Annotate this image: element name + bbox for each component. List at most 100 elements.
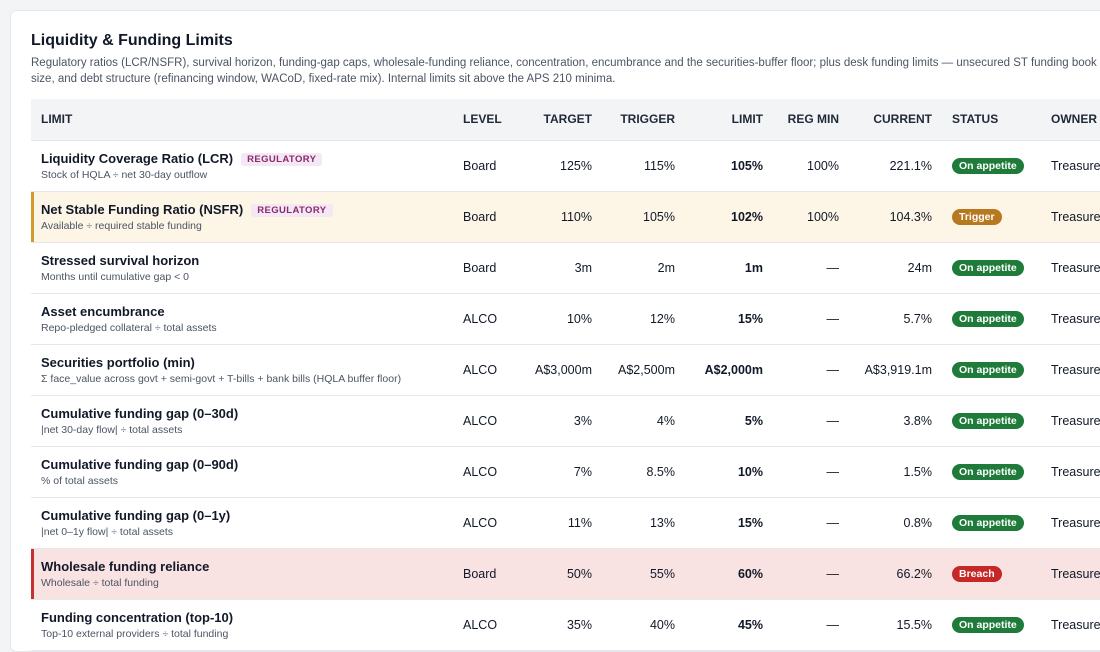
row-reg-min: — — [773, 242, 849, 294]
row-status-cell: Breach — [942, 548, 1041, 600]
row-limit-cell: Stressed survival horizon Months until cu… — [31, 242, 453, 294]
status-badge: On appetite — [952, 463, 1024, 480]
row-owner: Treasurer — [1041, 242, 1100, 294]
table-row[interactable]: Asset encumbrance Repo-pledged collateral… — [31, 293, 1100, 345]
row-target: 50% — [521, 548, 602, 600]
row-level: ALCO — [453, 599, 521, 651]
row-limit-name: Liquidity Coverage Ratio (LCR) — [41, 150, 234, 166]
row-trigger: A$2,500m — [602, 344, 685, 396]
row-trigger: 2m — [602, 242, 685, 294]
row-target: 35% — [521, 599, 602, 651]
row-limit-description: Wholesale ÷ total funding — [41, 576, 159, 589]
row-target: 110% — [521, 191, 602, 243]
row-current: 24m — [849, 242, 942, 294]
row-trigger: 12% — [602, 293, 685, 345]
page-title: Liquidity & Funding Limits — [31, 32, 233, 49]
row-target: 7% — [521, 446, 602, 498]
row-level: ALCO — [453, 497, 521, 549]
row-limit-cell: Securities portfolio (min) Σ face_value a… — [31, 344, 453, 396]
row-level: ALCO — [453, 395, 521, 447]
row-limit-cell: Funding concentration (top-10) Top-10 ext… — [31, 599, 453, 651]
row-current: 0.8% — [849, 497, 942, 549]
limits-card: Liquidity & Funding Limits Regulatory ra… — [10, 10, 1100, 652]
column-header-limit-value[interactable]: LIMIT — [685, 99, 773, 141]
status-badge: Breach — [952, 565, 1002, 582]
row-reg-min: — — [773, 599, 849, 651]
row-trigger: 55% — [602, 548, 685, 600]
regulatory-tag: REGULATORY — [241, 152, 323, 166]
row-status-cell: Trigger — [942, 191, 1041, 243]
status-badge: On appetite — [952, 514, 1024, 531]
status-badge: On appetite — [952, 412, 1024, 429]
table-row[interactable]: Funding concentration (top-10) Top-10 ext… — [31, 599, 1100, 651]
row-status-cell: On appetite — [942, 293, 1041, 345]
status-badge: On appetite — [952, 361, 1024, 378]
row-limit-description: Σ face_value across govt + semi-govt + T… — [41, 372, 402, 385]
table-row[interactable]: Cumulative funding gap (0–30d) |net 30-da… — [31, 395, 1100, 447]
status-badge: Trigger — [952, 208, 1002, 225]
row-limit-name: Net Stable Funding Ratio (NSFR) — [41, 201, 244, 217]
row-limit-description: Stock of HQLA ÷ net 30-day outflow — [41, 168, 208, 181]
table-header-row: LIMIT LEVEL TARGET TRIGGER LIMIT REG MIN… — [31, 99, 1100, 141]
table-row[interactable]: Cumulative funding gap (0–1y) |net 0–1y f… — [31, 497, 1100, 549]
column-header-level[interactable]: LEVEL — [453, 99, 521, 141]
table-row[interactable]: Net Stable Funding Ratio (NSFR) REGULATOR… — [31, 191, 1100, 243]
table-row[interactable]: Cumulative funding gap (0–90d) % of total… — [31, 446, 1100, 498]
column-header-target[interactable]: TARGET — [521, 99, 602, 141]
table-row[interactable]: Stressed survival horizon Months until cu… — [31, 242, 1100, 294]
row-current: 3.8% — [849, 395, 942, 447]
row-trigger: 115% — [602, 140, 685, 192]
table-row[interactable]: Wholesale funding reliance Wholesale ÷ to… — [31, 548, 1100, 600]
row-reg-min: — — [773, 548, 849, 600]
row-limit-name: Cumulative funding gap (0–30d) — [41, 405, 239, 421]
row-target: A$3,000m — [521, 344, 602, 396]
table-row[interactable]: Securities portfolio (min) Σ face_value a… — [31, 344, 1100, 396]
limits-table-body: Liquidity Coverage Ratio (LCR) REGULATORY… — [31, 140, 1100, 651]
row-reg-min: — — [773, 293, 849, 345]
row-limit: 15% — [685, 497, 773, 549]
row-limit: 15% — [685, 293, 773, 345]
row-limit-description: Months until cumulative gap < 0 — [41, 270, 189, 283]
row-owner: Treasurer — [1041, 497, 1100, 549]
row-level: Board — [453, 191, 521, 243]
column-header-reg-min[interactable]: REG MIN — [773, 99, 849, 141]
status-badge: On appetite — [952, 310, 1024, 327]
row-reg-min: — — [773, 395, 849, 447]
row-owner: Treasurer — [1041, 344, 1100, 396]
row-trigger: 13% — [602, 497, 685, 549]
row-current: 66.2% — [849, 548, 942, 600]
row-limit-description: Available ÷ required stable funding — [41, 219, 202, 232]
table-row[interactable]: Liquidity Coverage Ratio (LCR) REGULATORY… — [31, 140, 1100, 192]
row-limit-cell: Cumulative funding gap (0–30d) |net 30-da… — [31, 395, 453, 447]
column-header-limit[interactable]: LIMIT — [31, 99, 453, 141]
row-target: 10% — [521, 293, 602, 345]
column-header-current[interactable]: CURRENT — [849, 99, 942, 141]
row-owner: Treasurer — [1041, 446, 1100, 498]
row-limit-description: Repo-pledged collateral ÷ total assets — [41, 321, 217, 334]
row-current: A$3,919.1m — [849, 344, 942, 396]
row-target: 3m — [521, 242, 602, 294]
row-limit: 60% — [685, 548, 773, 600]
row-status-cell: On appetite — [942, 599, 1041, 651]
row-limit-name: Wholesale funding reliance — [41, 558, 210, 574]
column-header-status[interactable]: STATUS — [942, 99, 1041, 141]
row-trigger: 40% — [602, 599, 685, 651]
row-current: 5.7% — [849, 293, 942, 345]
row-limit: 45% — [685, 599, 773, 651]
column-header-owner[interactable]: OWNER — [1041, 99, 1100, 141]
row-reg-min: — — [773, 344, 849, 396]
row-target: 125% — [521, 140, 602, 192]
row-limit: 1m — [685, 242, 773, 294]
column-header-trigger[interactable]: TRIGGER — [602, 99, 685, 141]
row-level: ALCO — [453, 344, 521, 396]
row-limit-name: Funding concentration (top-10) — [41, 609, 234, 625]
row-limit: 10% — [685, 446, 773, 498]
row-status-cell: On appetite — [942, 140, 1041, 192]
row-limit-description: |net 0–1y flow| ÷ total assets — [41, 525, 174, 538]
row-owner: Treasurer — [1041, 599, 1100, 651]
row-limit: 105% — [685, 140, 773, 192]
row-trigger: 105% — [602, 191, 685, 243]
row-status-cell: On appetite — [942, 344, 1041, 396]
row-current: 221.1% — [849, 140, 942, 192]
row-status-cell: On appetite — [942, 242, 1041, 294]
